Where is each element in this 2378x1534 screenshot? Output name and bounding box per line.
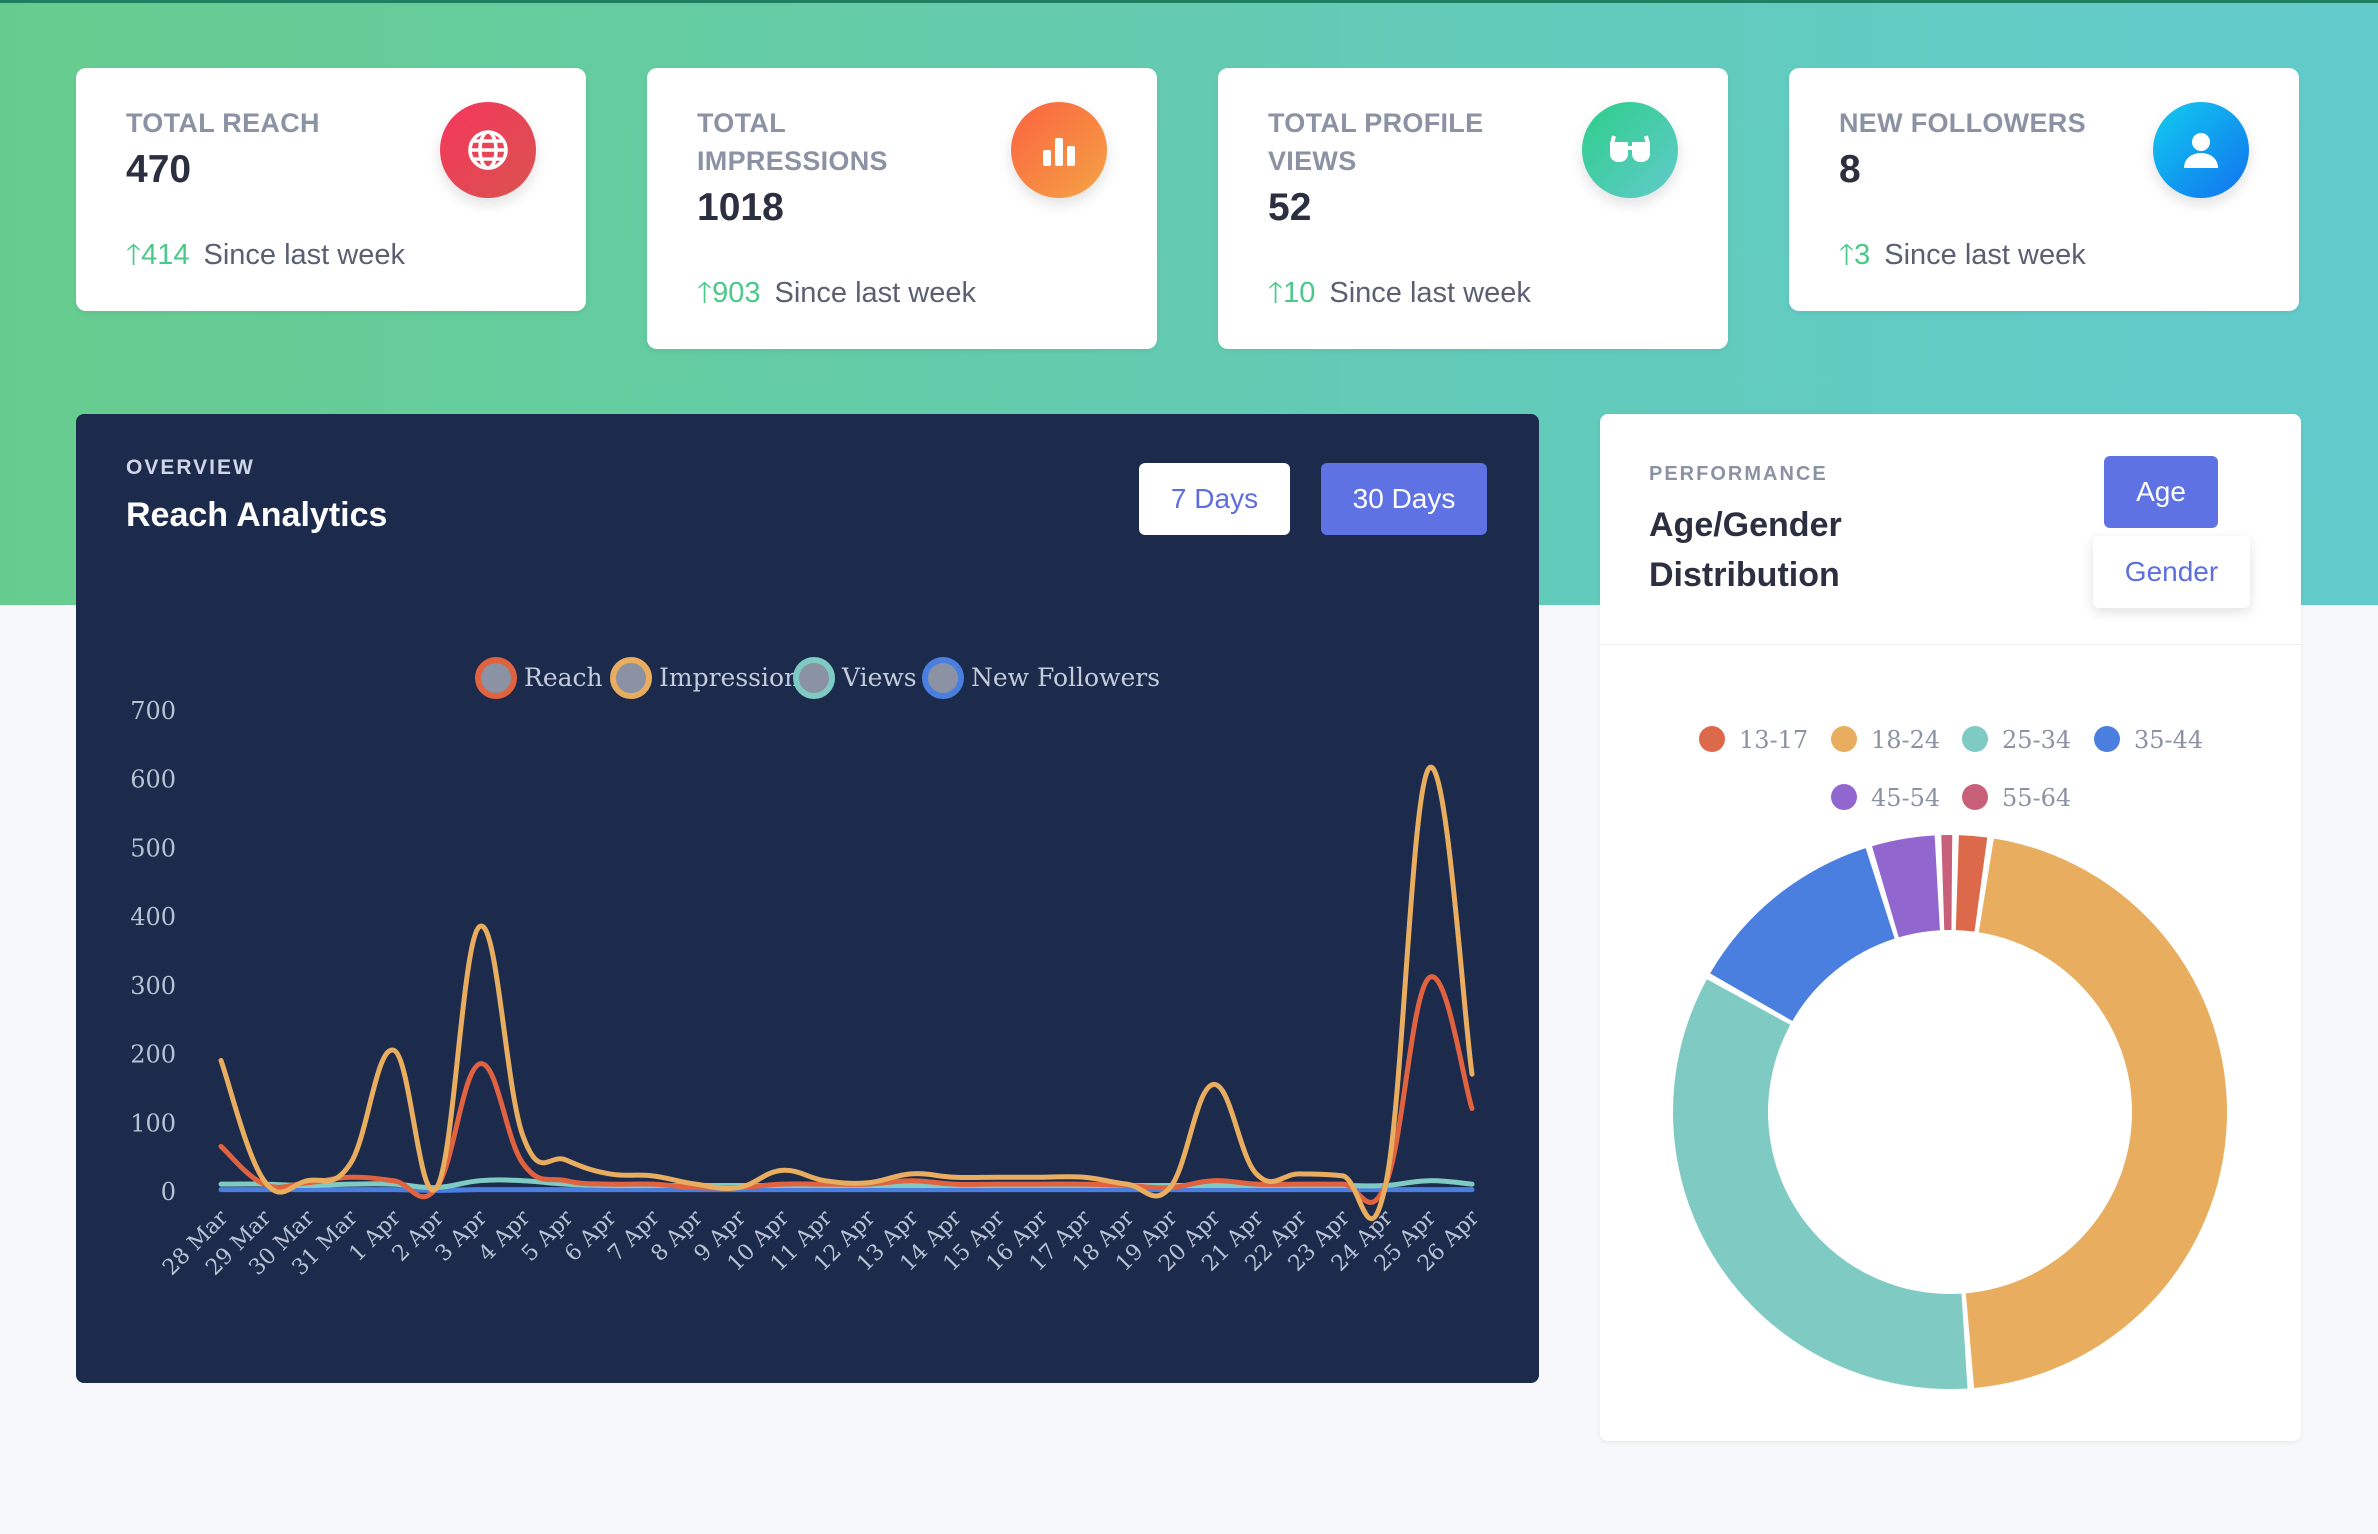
legend-label: 13-17 [1739,726,1808,754]
section-kicker: OVERVIEW [126,456,255,479]
donut-slice-55-64 [1941,834,1953,931]
legend-label: 25-34 [2002,726,2071,754]
stat-footer: 🡑10 Since last week [1268,272,1531,321]
arrow-up-icon: 🡑 [1839,239,1855,271]
arrow-up-icon: 🡑 [1268,277,1284,309]
legend-marker [610,657,652,699]
legend-marker [475,657,517,699]
legend-label: New Followers [971,663,1160,692]
stat-since: Since last week [1884,239,2086,271]
stat-delta: 10 [1283,277,1316,309]
bar-chart-icon [1011,102,1107,198]
stat-card-total-reach: TOTAL REACH 470 🡑414 Since last week [76,68,586,311]
stat-since: Since last week [1329,277,1531,309]
legend-label: 45-54 [1871,784,1940,812]
stat-since: Since last week [774,277,976,309]
arrow-up-icon: 🡑 [697,277,713,309]
age-donut-chart: 13-17 18-24 25-34 35-44 45-54 55-64 [1673,726,2228,1389]
30-days-button[interactable]: 30 Days [1321,463,1487,535]
legend-marker [2094,726,2120,752]
legend-label: 55-64 [2002,784,2071,812]
stat-since: Since last week [203,239,405,271]
legend-label: Views [841,663,917,692]
y-tick-label: 700 [130,697,176,725]
y-tick-label: 100 [130,1109,176,1137]
donut-slice-13-17 [1955,835,1988,932]
stat-footer: 🡑3 Since last week [1839,234,2086,283]
donut-slice-18-24 [1965,838,2228,1388]
y-tick-label: 400 [130,903,176,931]
legend-marker [1962,726,1988,752]
y-tick-label: 500 [130,834,176,862]
stat-title: TOTAL REACH [126,108,320,138]
section-title: Reach Analytics [126,496,388,534]
stat-delta: 903 [712,277,761,309]
y-tick-label: 300 [130,972,176,1000]
section-title: Age/Gender Distribution [1649,506,1842,594]
stat-footer: 🡑903 Since last week [697,272,976,321]
legend-marker [1962,784,1988,810]
donut-slice-25-34 [1673,979,1968,1389]
legend-label: Impressions [659,663,813,692]
legend-marker [1831,784,1857,810]
donut-slice-35-44 [1710,848,1895,1021]
reach-analytics-card: OVERVIEW Reach Analytics 7 Days 30 Days … [76,414,1539,1383]
legend-label: 18-24 [1871,726,1940,754]
legend-marker [793,657,835,699]
legend-marker [922,657,964,699]
arrow-up-icon: 🡑 [126,239,142,271]
divider [1600,644,2301,645]
stat-title: TOTAL IMPRESSIONS [697,108,888,176]
stat-card-total-impressions: TOTAL IMPRESSIONS 1018 🡑903 Since last wee… [647,68,1157,349]
stat-value: 1018 [697,186,784,229]
stat-footer: 🡑414 Since last week [126,234,405,283]
stat-delta: 414 [141,239,190,271]
stat-card-new-followers: NEW FOLLOWERS 8 🡑3 Since last week [1789,68,2299,311]
y-tick-label: 600 [130,766,176,794]
section-kicker: PERFORMANCE [1649,463,1828,485]
7-days-button[interactable]: 7 Days [1139,463,1290,535]
stat-delta: 3 [1854,239,1871,271]
legend-label: Reach [524,663,603,692]
legend-marker [1699,726,1725,752]
stat-value: 470 [126,148,192,191]
y-tick-label: 0 [161,1178,176,1206]
legend-label: 35-44 [2134,726,2203,754]
user-icon [2153,102,2249,198]
globe-icon [440,102,536,198]
y-tick-label: 200 [130,1041,176,1069]
stat-value: 52 [1268,186,1312,229]
gender-button[interactable]: Gender [2093,536,2250,608]
legend-marker [1831,726,1857,752]
age-button[interactable]: Age [2104,456,2218,528]
glasses-icon [1582,102,1678,198]
stat-title: NEW FOLLOWERS [1839,108,2086,138]
stat-value: 8 [1839,148,1861,191]
age-gender-card: PERFORMANCE Age/Gender Distribution Age … [1600,414,2301,1441]
donut-slice-45-54 [1872,835,1940,938]
stat-title: TOTAL PROFILE VIEWS [1268,108,1484,176]
series-line-impressions [218,764,1475,1221]
stat-card-total-profile-views: TOTAL PROFILE VIEWS 52 🡑10 Since last week [1218,68,1728,349]
